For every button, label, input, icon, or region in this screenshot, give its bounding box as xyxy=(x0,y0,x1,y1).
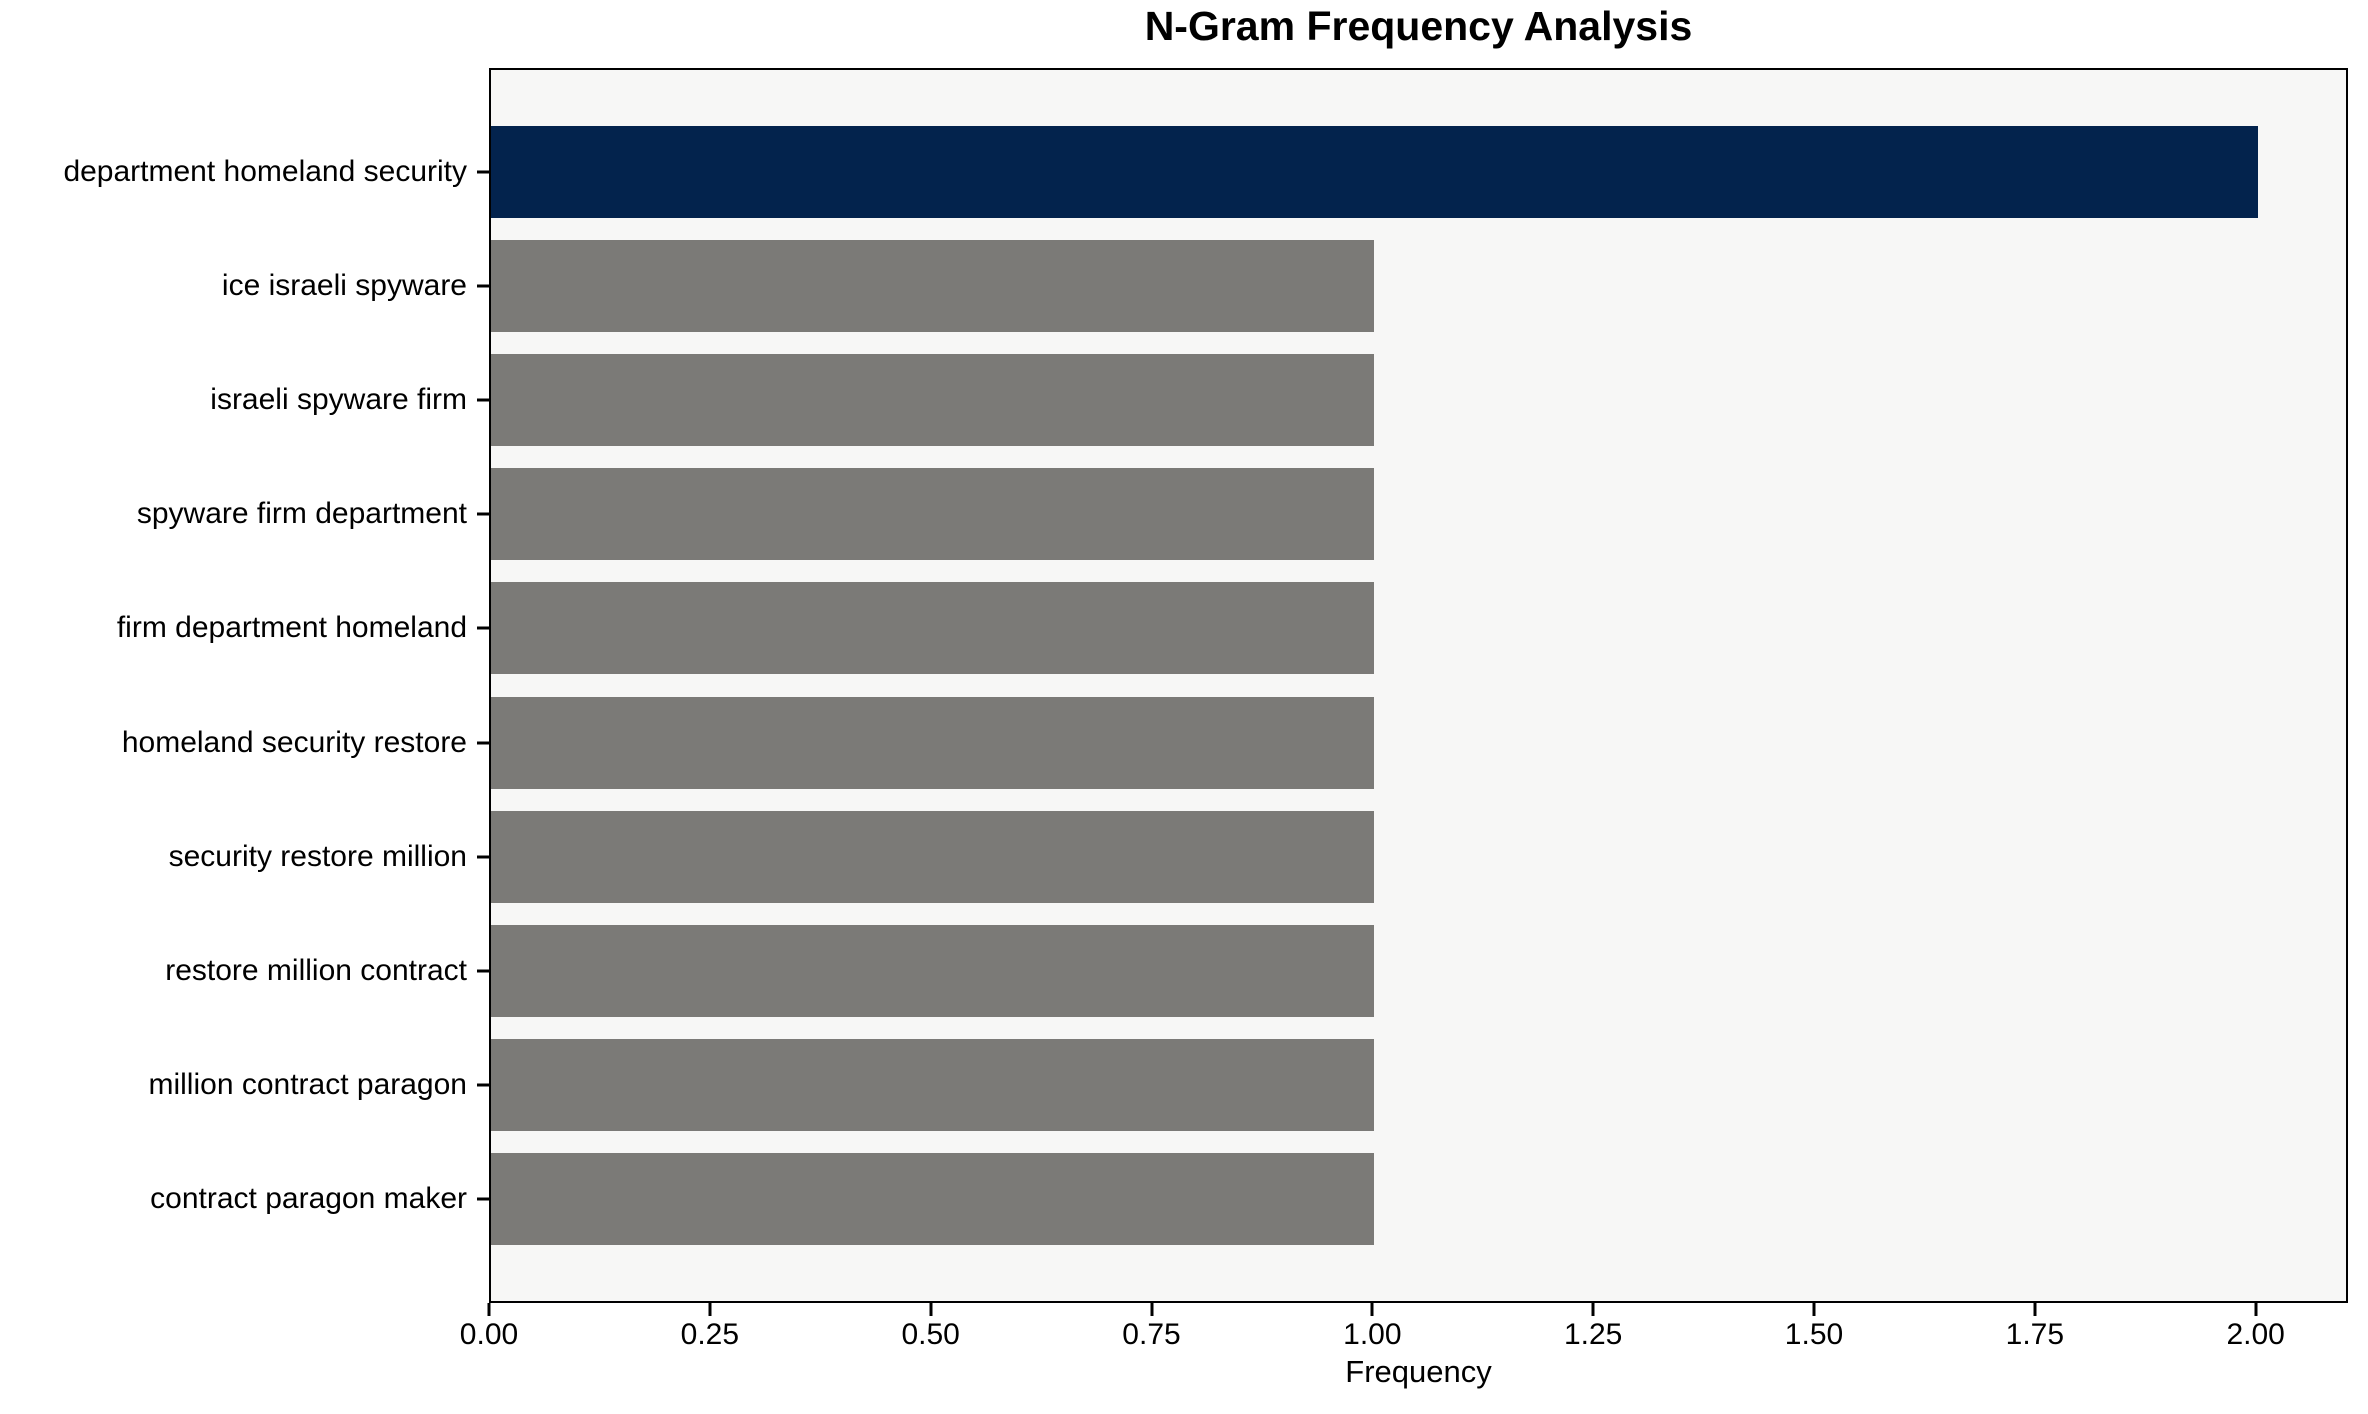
x-tick-mark xyxy=(2254,1303,2258,1316)
x-tick-label: 0.00 xyxy=(459,1318,519,1351)
x-tick-label: 1.25 xyxy=(1563,1318,1623,1351)
bar xyxy=(491,810,1375,903)
bar xyxy=(491,582,1375,675)
y-tick-mark xyxy=(477,626,489,630)
bar-row: security restore million xyxy=(169,810,2346,903)
y-tick-label: security restore million xyxy=(168,839,467,873)
y-tick-mark xyxy=(477,512,489,516)
x-tick-label: 2.00 xyxy=(2226,1318,2285,1351)
x-tick-label: 0.25 xyxy=(680,1318,740,1351)
x-tick-mark xyxy=(2033,1303,2037,1316)
bar-row: ice israeli spyware xyxy=(222,240,2346,333)
bar-row: million contract paragon xyxy=(148,1038,2346,1131)
x-tick-label: 1.50 xyxy=(1784,1318,1844,1351)
y-tick-label: homeland security restore xyxy=(121,725,467,759)
y-tick-mark xyxy=(477,969,489,973)
x-tick-mark xyxy=(708,1303,712,1316)
x-axis-label: Frequency xyxy=(1345,1354,1492,1389)
y-tick-label: contract paragon maker xyxy=(150,1181,467,1215)
y-tick-mark xyxy=(477,1083,489,1087)
y-tick-mark xyxy=(477,284,489,288)
x-tick-mark xyxy=(929,1303,933,1316)
y-tick-label: spyware firm department xyxy=(136,497,467,531)
bar-row: restore million contract xyxy=(165,924,2346,1017)
x-tick-label: 0.50 xyxy=(901,1318,960,1351)
y-tick-mark xyxy=(477,855,489,859)
x-tick-label: 1.75 xyxy=(2005,1318,2065,1351)
y-tick-label: department homeland security xyxy=(63,155,467,188)
bar-row: contract paragon maker xyxy=(150,1152,2346,1245)
x-tick-mark xyxy=(1150,1303,1153,1316)
bar-row: firm department homeland xyxy=(117,582,2346,675)
bar xyxy=(491,1038,1375,1131)
bar-row: homeland security restore xyxy=(122,696,2346,789)
y-tick-label: israeli spyware firm xyxy=(210,383,467,417)
y-tick-mark xyxy=(477,1197,489,1201)
bar-rows: department homeland security ice israeli … xyxy=(63,70,2346,1301)
y-tick-mark xyxy=(477,741,489,745)
bar xyxy=(491,240,1375,333)
plot-area: department homeland security ice israeli … xyxy=(63,68,2348,1303)
bar-row: israeli spyware firm xyxy=(210,354,2346,447)
y-tick-label: firm department homeland xyxy=(116,611,467,645)
bar xyxy=(491,354,1375,447)
y-tick-label: million contract paragon xyxy=(148,1067,467,1101)
y-tick-mark xyxy=(477,398,489,402)
x-tick-mark xyxy=(1370,1303,1374,1316)
bar xyxy=(491,468,1375,561)
bar-row: department homeland security xyxy=(63,126,2346,218)
x-tick-mark xyxy=(1812,1303,1816,1316)
chart-title: N-Gram Frequency Analysis xyxy=(1144,3,1693,49)
x-tick-label: 0.75 xyxy=(1122,1318,1181,1351)
bar xyxy=(491,1152,1375,1245)
bar-row: spyware firm department xyxy=(137,468,2346,561)
y-tick-mark xyxy=(477,170,489,174)
bar xyxy=(491,696,1375,789)
bar xyxy=(491,126,2258,218)
x-tick-mark xyxy=(487,1303,491,1316)
y-tick-label: restore million contract xyxy=(165,953,467,987)
y-tick-label: ice israeli spyware xyxy=(221,269,467,303)
bar xyxy=(491,924,1375,1017)
x-tick-mark xyxy=(1591,1303,1595,1316)
x-tick-label: 1.00 xyxy=(1343,1318,1402,1351)
